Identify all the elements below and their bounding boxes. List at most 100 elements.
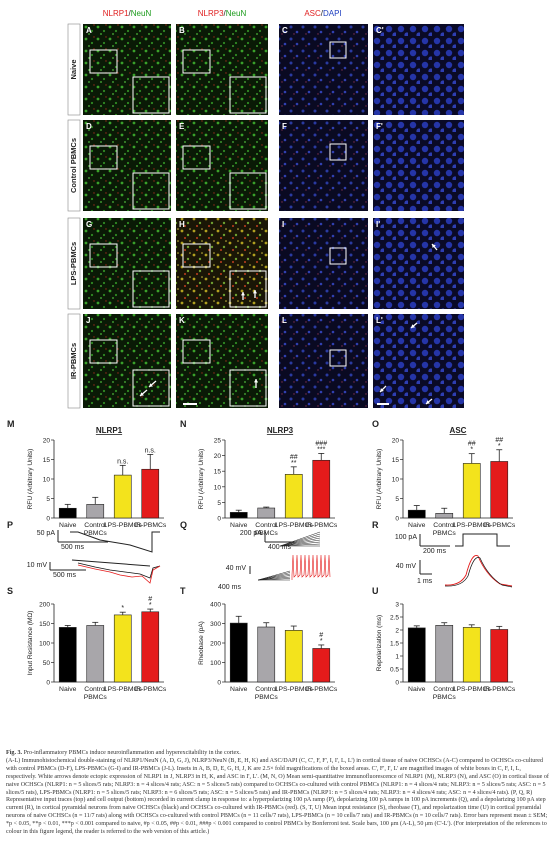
bar xyxy=(312,459,331,519)
panel-letter: L' xyxy=(376,316,383,325)
y-axis-label: Input Resistance (MΩ) xyxy=(27,611,34,676)
y-tick-label: 0 xyxy=(217,516,221,523)
y-tick-label: 20 xyxy=(43,438,51,445)
panel-letter: M xyxy=(7,419,15,429)
y-tick-label: 50 xyxy=(43,660,51,667)
bar-chart-T: T 0 100 200 300 400 Rheobase (pA) Naive ControlP… xyxy=(180,586,338,701)
x-tick-label: PBMCs xyxy=(255,530,279,537)
trace-panel-R: R 100 pA 200 ms 40 mV 1 ms xyxy=(372,520,513,588)
x-tick-label: Control xyxy=(255,522,277,529)
bar xyxy=(284,630,303,683)
bar xyxy=(407,627,426,683)
input-step xyxy=(455,533,510,547)
bar xyxy=(435,513,454,519)
inset-magnified xyxy=(132,172,170,210)
bar xyxy=(229,512,248,519)
y-axis-label: RFU (Arbitrary Units) xyxy=(27,449,34,510)
row-label-box xyxy=(67,23,81,116)
chart-title: ASC xyxy=(450,426,467,435)
inset-magnified xyxy=(229,369,267,407)
inset-magnified xyxy=(132,369,170,407)
micrograph-panel xyxy=(373,218,464,309)
x-tick-label: Naive xyxy=(408,522,426,529)
panel-letter: R xyxy=(372,520,379,530)
bar xyxy=(86,625,105,683)
micrograph-panel xyxy=(83,314,171,408)
significance-mark: * xyxy=(121,605,124,612)
x-tick-label: Naive xyxy=(59,686,77,693)
caption-title-rest: Pro-inflammatory PBMCs induce neuroinfla… xyxy=(22,750,241,756)
inset-box xyxy=(89,145,118,170)
y-tick-label: 15 xyxy=(214,469,222,476)
micrograph-panel xyxy=(176,314,268,408)
micrograph-panel xyxy=(279,120,368,211)
arrow-marker xyxy=(425,398,433,405)
scale-label: 40 mV xyxy=(226,565,247,572)
y-tick-label: 1.5 xyxy=(390,641,399,648)
scale-label: 1 ms xyxy=(417,578,433,585)
arrow-marker xyxy=(410,322,418,329)
scale-label: 500 ms xyxy=(61,544,84,551)
y-tick-label: 20 xyxy=(392,438,400,445)
panel-letter: A xyxy=(86,26,92,35)
significance-mark: ## xyxy=(290,454,298,461)
micrograph-grid: NLRP1/NeuN NLRP3/NeuN ASC/DAPI Naive Control… xyxy=(67,9,464,409)
x-tick-label: LPS-PBMCs xyxy=(104,522,143,529)
inset-magnified xyxy=(229,172,267,210)
bar xyxy=(435,625,454,683)
significance-mark: n.s. xyxy=(145,447,156,454)
figure-caption: Fig. 3. Pro-inflammatory PBMCs induce ne… xyxy=(6,750,550,837)
micrograph-panel xyxy=(373,120,464,211)
input-ramp xyxy=(279,541,321,547)
panel-letter: H xyxy=(179,220,185,229)
y-tick-label: 10 xyxy=(43,477,51,484)
significance-mark: * xyxy=(320,638,323,645)
scale-label: 40 mV xyxy=(396,563,417,570)
bar xyxy=(113,614,132,683)
panel-letter: E xyxy=(179,122,185,131)
y-tick-label: 10 xyxy=(214,484,222,491)
column-header-1: NLRP1/NeuN xyxy=(103,9,152,18)
panel-letter: O xyxy=(372,419,379,429)
bar xyxy=(113,474,132,519)
x-tick-label: IR-PBMCs xyxy=(305,522,338,529)
arrow-marker xyxy=(139,389,148,397)
trace-panel-P: P 50 pA 500 ms 10 mV 500 ms xyxy=(7,520,161,584)
x-tick-label: IR-PBMCs xyxy=(134,686,167,693)
micrograph-panel xyxy=(176,218,268,309)
bar xyxy=(284,474,303,519)
y-tick-label: 1 xyxy=(395,654,399,661)
scale-label: 400 ms xyxy=(268,544,291,551)
panel-letter: S xyxy=(7,586,13,596)
y-tick-label: 2.5 xyxy=(390,615,399,622)
scale-label: 50 pA xyxy=(37,530,56,537)
significance-mark: ## xyxy=(495,437,503,444)
bar xyxy=(257,626,276,683)
micrograph-panel xyxy=(83,120,171,211)
column-header-3: ASC/DAPI xyxy=(304,9,341,18)
x-tick-label: Naive xyxy=(230,686,248,693)
y-tick-label: 0 xyxy=(217,680,221,687)
significance-mark: * xyxy=(149,602,152,609)
arrow-marker xyxy=(431,243,438,251)
y-axis-label: Repolarization (ms) xyxy=(376,615,383,671)
micrograph-panel xyxy=(176,24,268,115)
y-tick-label: 200 xyxy=(210,641,221,648)
panel-letter: N xyxy=(180,419,187,429)
y-tick-label: 5 xyxy=(395,496,399,503)
y-tick-label: 20 xyxy=(214,453,222,460)
significance-mark: * xyxy=(498,443,501,450)
panel-letter: P xyxy=(7,520,13,530)
inset-box xyxy=(182,49,211,74)
caption-body: (A-L) Immunohistochemical double-stainin… xyxy=(6,757,549,836)
y-tick-label: 0 xyxy=(46,680,50,687)
x-tick-label: PBMCs xyxy=(433,530,457,537)
y-tick-label: 100 xyxy=(210,660,221,667)
row-label: Naive xyxy=(69,59,78,79)
inset-magnified xyxy=(132,76,170,114)
y-tick-label: 150 xyxy=(39,621,50,628)
scale-label: 200 ms xyxy=(423,548,446,555)
x-tick-label: Control xyxy=(433,522,455,529)
bar xyxy=(229,622,248,683)
